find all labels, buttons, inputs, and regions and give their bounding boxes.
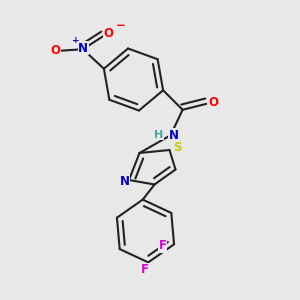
Text: N: N xyxy=(78,42,88,55)
Text: −: − xyxy=(116,19,125,32)
Text: N: N xyxy=(119,175,130,188)
Text: S: S xyxy=(173,141,181,154)
Text: H: H xyxy=(154,130,163,140)
Text: O: O xyxy=(208,96,218,110)
Text: F: F xyxy=(159,239,167,252)
Text: +: + xyxy=(72,36,79,45)
Text: F: F xyxy=(141,263,149,276)
Text: O: O xyxy=(50,44,60,57)
Text: N: N xyxy=(169,129,178,142)
Text: O: O xyxy=(103,27,113,40)
